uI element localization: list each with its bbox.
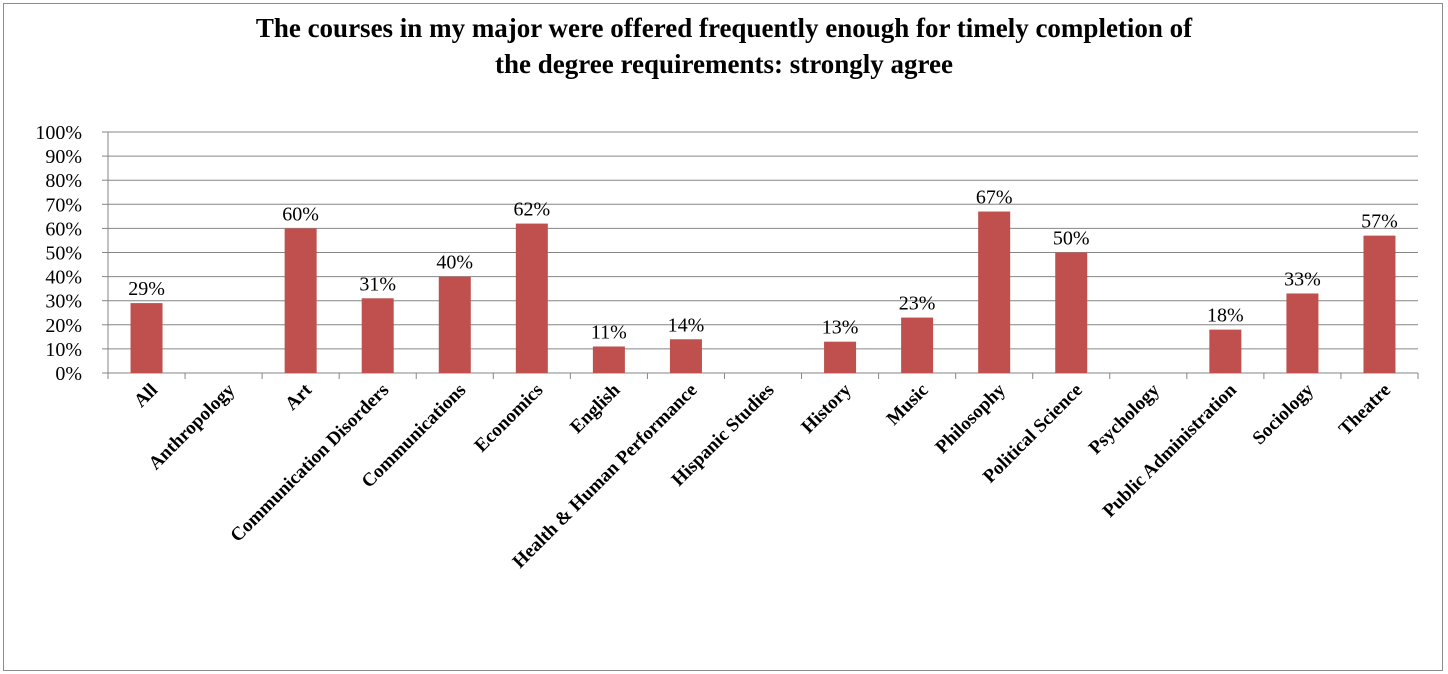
- bar: [824, 341, 857, 373]
- category-label: Sociology: [1249, 379, 1319, 449]
- y-tick-label: 20%: [45, 315, 82, 337]
- category-label: All: [130, 380, 162, 412]
- bar: [592, 346, 625, 373]
- data-label: 18%: [1207, 305, 1244, 327]
- bar: [130, 303, 163, 373]
- y-tick-label: 50%: [45, 243, 82, 265]
- bar: [978, 211, 1011, 373]
- category-label: English: [566, 379, 624, 437]
- y-tick-label: 60%: [45, 218, 82, 240]
- chart-title: The courses in my major were offered fre…: [0, 10, 1448, 82]
- y-tick-label: 0%: [55, 363, 82, 385]
- data-label: 31%: [359, 273, 396, 295]
- bar: [438, 276, 471, 373]
- chart-frame: [3, 3, 1443, 671]
- data-label: 40%: [436, 252, 473, 274]
- data-label: 14%: [668, 314, 705, 336]
- data-label: 33%: [1284, 268, 1321, 290]
- y-tick-label: 80%: [45, 170, 82, 192]
- y-tick-label: 100%: [35, 122, 82, 144]
- data-label: 29%: [128, 278, 165, 300]
- data-label: 62%: [513, 199, 550, 221]
- category-label: Theatre: [1335, 380, 1395, 440]
- bar: [361, 298, 394, 373]
- bar: [284, 228, 317, 373]
- y-tick-label: 40%: [45, 267, 82, 289]
- data-label: 50%: [1053, 228, 1090, 250]
- bar: [901, 317, 934, 373]
- bar: [515, 223, 548, 373]
- category-label: Economics: [471, 380, 548, 457]
- data-label: 67%: [976, 187, 1013, 209]
- bar: [1363, 235, 1396, 373]
- data-label: 57%: [1361, 211, 1398, 233]
- data-label: 11%: [591, 321, 627, 343]
- category-label: Art: [281, 379, 316, 414]
- y-tick-label: 30%: [45, 291, 82, 313]
- bar: [669, 339, 702, 373]
- category-label: History: [797, 379, 855, 437]
- chart-title-line-2: the degree requirements: strongly agree: [495, 49, 953, 79]
- data-label: 13%: [822, 317, 859, 339]
- bar: [1286, 293, 1319, 373]
- bar: [1209, 329, 1242, 373]
- y-tick-label: 90%: [45, 146, 82, 168]
- y-tick-label: 70%: [45, 194, 82, 216]
- category-label: Public Administration: [1099, 379, 1241, 521]
- bar: [1055, 252, 1088, 373]
- chart-title-line-1: The courses in my major were offered fre…: [255, 13, 1193, 43]
- category-label: Music: [883, 380, 933, 430]
- category-label: Philosophy: [931, 379, 1010, 458]
- category-label: Psychology: [1085, 379, 1164, 458]
- data-label: 23%: [899, 293, 936, 315]
- y-tick-label: 10%: [45, 339, 82, 361]
- data-label: 60%: [282, 203, 319, 225]
- category-label: Communication Disorders: [226, 380, 393, 547]
